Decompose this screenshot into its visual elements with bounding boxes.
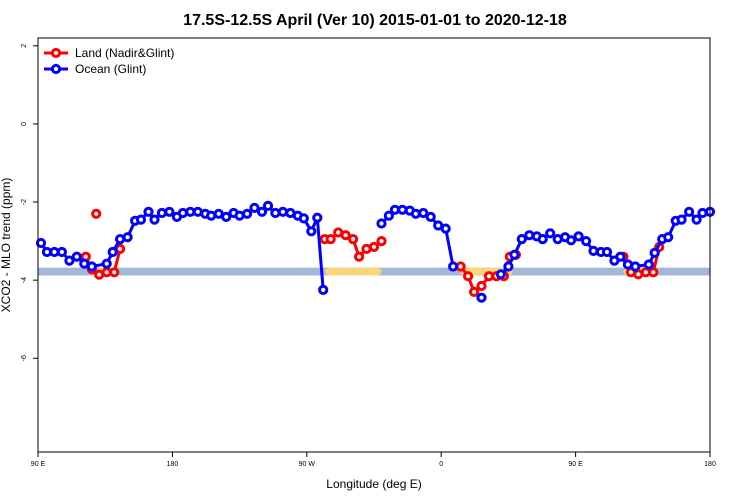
data-point	[64, 255, 75, 266]
x-tick-label: 90 W	[299, 461, 316, 468]
data-point	[676, 214, 687, 225]
data-point	[573, 231, 584, 242]
data-point	[545, 228, 556, 239]
data-point	[643, 259, 654, 270]
data-point	[262, 200, 274, 211]
data-point	[516, 234, 527, 245]
data-point	[348, 234, 359, 245]
x-tick-label: 90 E	[31, 461, 46, 468]
data-point	[697, 207, 708, 219]
data-point	[256, 206, 268, 217]
data-point	[149, 214, 160, 225]
data-point	[156, 207, 167, 219]
data-point	[601, 246, 613, 258]
data-point	[691, 214, 702, 225]
legend-label: Land (Nadir&Glint)	[75, 46, 174, 60]
x-tick-label: 180	[167, 461, 179, 468]
data-point	[630, 261, 641, 272]
legend-label: Ocean (Glint)	[75, 62, 146, 76]
series-line	[39, 204, 325, 291]
data-point	[298, 213, 309, 224]
data-point	[509, 249, 520, 260]
data-point	[440, 223, 451, 234]
data-point	[588, 245, 599, 256]
data-point	[581, 236, 592, 247]
data-point	[312, 212, 323, 223]
data-point	[495, 269, 506, 280]
data-point	[164, 206, 175, 217]
data-point	[143, 206, 154, 217]
land-band-segment	[324, 267, 382, 276]
plot-frame	[37, 37, 711, 453]
data-point	[615, 251, 626, 262]
x-tick-label: 180	[704, 461, 716, 468]
data-point	[221, 211, 232, 222]
data-point	[71, 251, 82, 262]
data-point	[383, 210, 394, 221]
legend: Land (Nadir&Glint) Ocean (Glint)	[44, 46, 174, 76]
data-point	[56, 246, 68, 258]
data-point	[469, 286, 480, 297]
data-point	[376, 218, 387, 229]
data-point	[537, 234, 548, 245]
data-point	[101, 258, 112, 269]
series-land	[80, 208, 665, 297]
data-point	[463, 271, 474, 282]
data-point	[318, 284, 329, 295]
data-point	[242, 208, 253, 219]
data-point	[249, 202, 260, 213]
data-point	[135, 214, 147, 225]
data-point	[476, 280, 487, 292]
data-point	[648, 267, 659, 278]
data-point	[418, 207, 429, 219]
data-point	[448, 261, 459, 272]
legend-marker	[50, 63, 62, 75]
data-point	[109, 267, 120, 278]
data-point	[91, 208, 102, 219]
data-point	[270, 207, 281, 219]
y-tick-label: -6	[21, 355, 28, 361]
series-ocean	[35, 200, 716, 303]
data-point	[35, 237, 47, 249]
data-point	[425, 211, 436, 222]
data-point	[107, 246, 118, 258]
data-point	[649, 247, 660, 258]
plot-area	[35, 200, 716, 303]
data-point	[306, 226, 317, 237]
data-point	[368, 241, 380, 253]
y-axis: 2 0 -2 -4 -6	[21, 44, 38, 361]
data-point	[86, 261, 97, 272]
data-point	[503, 261, 514, 272]
data-point	[354, 251, 365, 262]
data-point	[376, 236, 387, 247]
x-tick-label: 90 E	[568, 461, 583, 468]
data-point	[476, 292, 487, 303]
y-axis-label: XCO2 - MLO trend (ppm)	[0, 178, 13, 313]
data-point	[325, 234, 336, 245]
x-axis-label: Longitude (deg E)	[326, 477, 421, 491]
data-point	[340, 230, 351, 241]
y-tick-label: -2	[21, 199, 28, 205]
data-point	[663, 232, 674, 243]
data-point	[524, 230, 535, 241]
x-tick-label: 0	[439, 461, 443, 468]
x-axis: 90 E 180 90 W 0 90 E 180	[31, 452, 716, 468]
chart-title: 17.5S-12.5S April (Ver 10) 2015-01-01 to…	[183, 12, 567, 29]
data-point	[566, 235, 577, 246]
data-point	[684, 206, 695, 217]
legend-marker	[50, 47, 62, 59]
data-point	[277, 206, 288, 217]
y-tick-label: -4	[21, 277, 28, 283]
y-tick-label: 2	[21, 44, 28, 48]
y-tick-label: 0	[21, 122, 28, 126]
data-point	[122, 232, 133, 243]
